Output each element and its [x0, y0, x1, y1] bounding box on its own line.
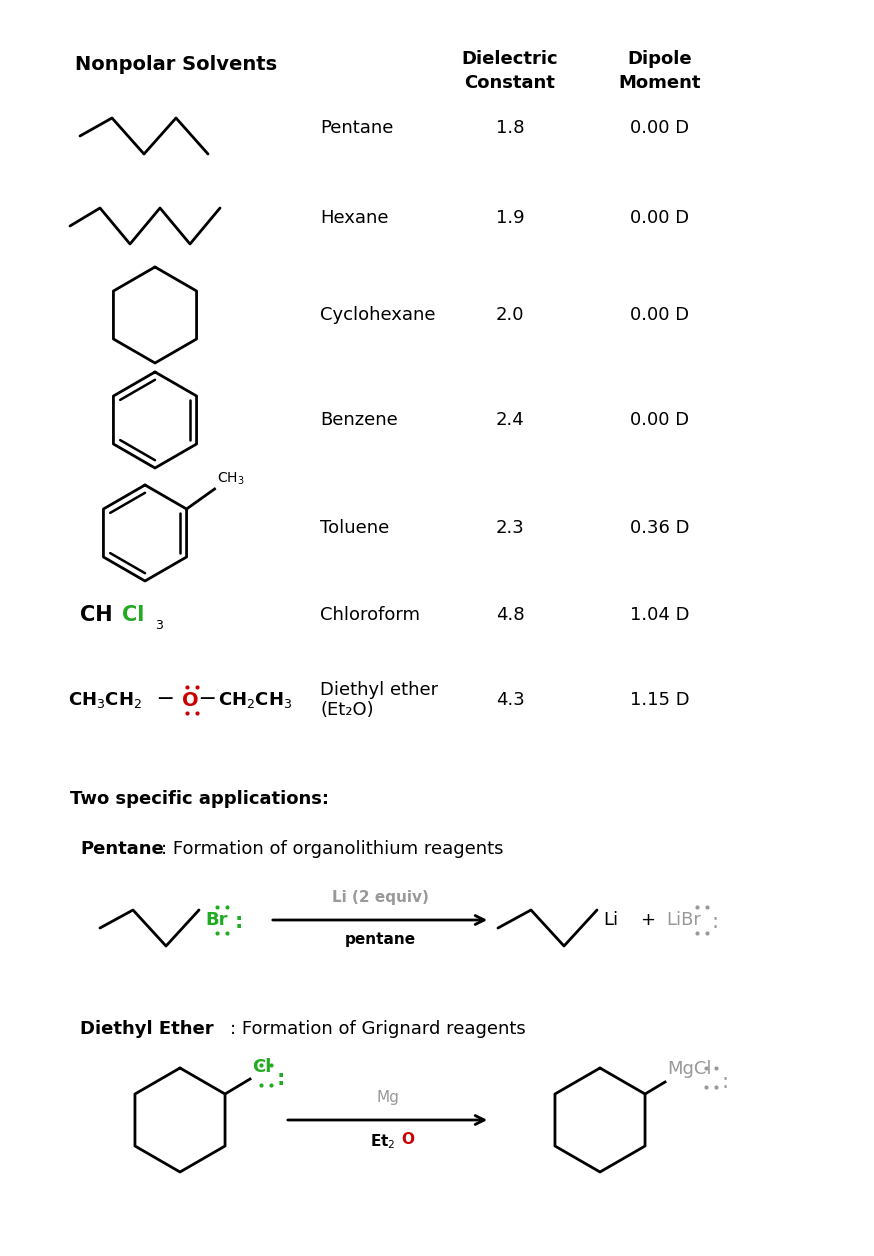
Text: : Formation of Grignard reagents: : Formation of Grignard reagents — [230, 1020, 526, 1037]
Text: Diethyl Ether: Diethyl Ether — [80, 1020, 213, 1037]
Text: Diethyl ether
(Et₂O): Diethyl ether (Et₂O) — [320, 681, 438, 720]
Text: 2.4: 2.4 — [496, 411, 524, 430]
Text: Cyclohexane: Cyclohexane — [320, 306, 435, 324]
Text: Li: Li — [603, 911, 618, 929]
Text: Toluene: Toluene — [320, 519, 389, 538]
Text: +: + — [640, 911, 655, 929]
Text: Br: Br — [205, 911, 227, 929]
Text: Chloroform: Chloroform — [320, 605, 420, 624]
Text: 1.15 D: 1.15 D — [630, 691, 690, 708]
Text: CH: CH — [80, 605, 113, 625]
Text: :: : — [235, 912, 243, 932]
Text: 0.00 D: 0.00 D — [630, 411, 690, 430]
Text: 0.00 D: 0.00 D — [630, 306, 690, 324]
Text: Cl: Cl — [122, 605, 144, 625]
Text: 2.0: 2.0 — [496, 306, 524, 324]
Text: ─: ─ — [158, 690, 171, 710]
Text: 1.8: 1.8 — [496, 119, 524, 137]
Text: CH$_2$CH$_3$: CH$_2$CH$_3$ — [218, 690, 293, 710]
Text: Pentane: Pentane — [80, 840, 163, 858]
Text: Et$_2$: Et$_2$ — [370, 1132, 396, 1150]
Text: Two specific applications:: Two specific applications: — [70, 790, 329, 808]
Text: Hexane: Hexane — [320, 208, 389, 227]
Text: O: O — [182, 691, 198, 710]
Text: Cl: Cl — [252, 1058, 272, 1076]
Text: MgCl: MgCl — [667, 1060, 711, 1078]
Text: :: : — [721, 1073, 728, 1091]
Text: : Formation of organolithium reagents: : Formation of organolithium reagents — [161, 840, 503, 858]
Text: CH$_3$: CH$_3$ — [217, 471, 244, 487]
Text: Dielectric
Constant: Dielectric Constant — [461, 50, 558, 92]
Text: ─: ─ — [200, 690, 213, 710]
Text: 0.36 D: 0.36 D — [630, 519, 690, 538]
Text: 4.8: 4.8 — [496, 605, 524, 624]
Text: Nonpolar Solvents: Nonpolar Solvents — [75, 55, 277, 74]
Text: 2.3: 2.3 — [496, 519, 524, 538]
Text: Mg: Mg — [377, 1090, 399, 1105]
Text: Benzene: Benzene — [320, 411, 398, 430]
Text: Li (2 equiv): Li (2 equiv) — [331, 891, 428, 906]
Text: :: : — [277, 1069, 286, 1089]
Text: CH$_3$CH$_2$: CH$_3$CH$_2$ — [68, 690, 142, 710]
Text: Dipole
Moment: Dipole Moment — [619, 50, 701, 92]
Text: Pentane: Pentane — [320, 119, 393, 137]
Text: :: : — [711, 912, 718, 932]
Text: 1.04 D: 1.04 D — [630, 605, 690, 624]
Text: LiBr: LiBr — [666, 911, 701, 929]
Text: 4.3: 4.3 — [496, 691, 524, 708]
Text: O: O — [401, 1132, 414, 1147]
Text: pentane: pentane — [344, 932, 415, 947]
Text: 0.00 D: 0.00 D — [630, 119, 690, 137]
Text: $_3$: $_3$ — [155, 614, 164, 632]
Text: 0.00 D: 0.00 D — [630, 208, 690, 227]
Text: 1.9: 1.9 — [496, 208, 524, 227]
